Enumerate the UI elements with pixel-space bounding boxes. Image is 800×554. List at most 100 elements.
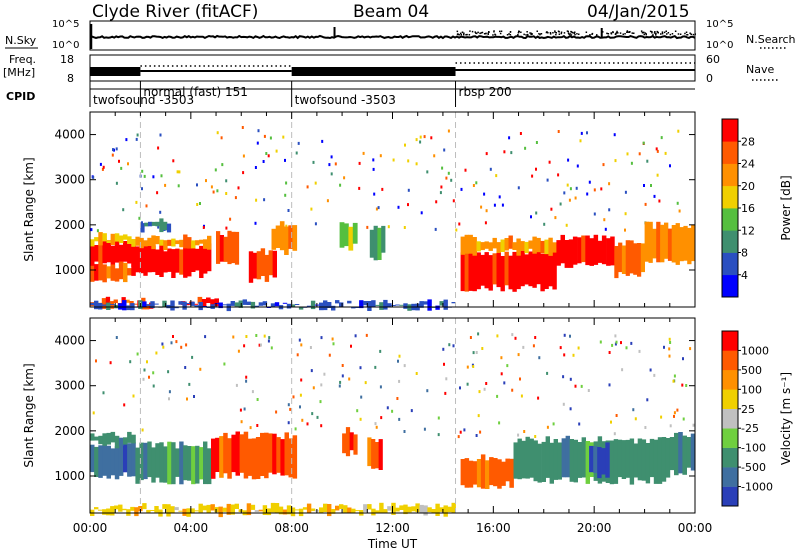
data-cell xyxy=(243,431,249,479)
scatter-cell xyxy=(362,151,365,155)
data-cell xyxy=(618,242,623,273)
scatter-cell xyxy=(172,159,175,163)
data-cell xyxy=(431,509,436,514)
data-cell xyxy=(660,224,665,263)
scatter-cell xyxy=(159,210,162,214)
scatter-cell xyxy=(530,215,532,219)
scatter-cell xyxy=(580,384,583,388)
scatter-cell xyxy=(251,390,254,394)
scatter-cell xyxy=(152,384,155,388)
scatter-cell xyxy=(685,384,688,387)
data-cell xyxy=(167,239,172,246)
scatter-cell xyxy=(176,170,179,174)
data-cell xyxy=(552,248,557,290)
data-cell xyxy=(174,307,179,309)
data-cell xyxy=(568,239,574,268)
data-cell xyxy=(593,446,598,473)
scatter-cell xyxy=(148,375,150,379)
scatter-cell xyxy=(498,421,501,425)
data-cell xyxy=(113,299,118,303)
scatter-cell xyxy=(282,135,285,139)
data-cell xyxy=(110,506,115,516)
scatter-cell xyxy=(444,391,447,395)
data-cell xyxy=(675,223,680,265)
data-cell xyxy=(286,505,292,515)
scatter-cell xyxy=(495,174,498,178)
data-cell xyxy=(493,458,498,487)
scatter-cell xyxy=(608,182,611,186)
data-cell xyxy=(162,300,167,308)
scatter-cell xyxy=(296,353,299,357)
scatter-cell xyxy=(443,362,445,366)
data-cell xyxy=(540,240,545,254)
data-cell xyxy=(134,507,139,517)
data-cell xyxy=(94,264,99,281)
scatter-cell xyxy=(469,336,472,339)
scatter-cell xyxy=(202,226,205,229)
scatter-cell xyxy=(566,183,569,187)
data-cell xyxy=(186,303,191,305)
scatter-cell xyxy=(692,423,695,427)
scatter-cell xyxy=(611,343,614,347)
scatter-cell xyxy=(267,339,270,343)
data-cell xyxy=(106,432,111,445)
data-cell xyxy=(94,507,99,510)
scatter-cell xyxy=(620,341,622,345)
scatter-cell xyxy=(141,428,144,432)
scatter-cell xyxy=(339,183,342,187)
data-cell xyxy=(541,441,546,482)
scatter-cell xyxy=(270,346,273,350)
data-cell xyxy=(94,436,99,441)
scatter-cell xyxy=(92,411,95,415)
colorbar-swatch xyxy=(722,119,738,142)
data-cell xyxy=(133,303,138,305)
data-cell xyxy=(123,262,128,283)
data-cell xyxy=(484,252,489,289)
scatter-cell xyxy=(437,433,440,437)
data-cell xyxy=(114,233,120,242)
scatter-cell xyxy=(485,209,488,213)
scatter-cell xyxy=(199,367,202,371)
scatter-cell xyxy=(668,337,671,341)
scatter-cell xyxy=(472,351,475,355)
scatter-cell xyxy=(689,347,692,351)
data-cell xyxy=(198,503,203,513)
data-cell xyxy=(585,441,590,484)
data-cell xyxy=(349,432,354,451)
scatter-cell xyxy=(447,171,450,175)
data-cell xyxy=(691,224,696,262)
nave-label: Nave xyxy=(746,63,774,76)
data-cell xyxy=(250,504,256,510)
scatter-cell xyxy=(668,354,671,358)
data-cell xyxy=(187,446,192,481)
scatter-cell xyxy=(135,137,138,141)
scatter-cell xyxy=(517,433,520,437)
scatter-cell xyxy=(614,342,617,346)
scatter-cell xyxy=(423,427,426,431)
data-cell xyxy=(114,435,120,449)
nsearch-tick-bottom: 10^0 xyxy=(706,40,733,51)
scatter-cell xyxy=(360,395,363,399)
scatter-cell xyxy=(552,422,555,426)
data-cell xyxy=(629,240,634,274)
scatter-cell xyxy=(167,370,170,374)
data-cell xyxy=(155,249,160,275)
scatter-cell xyxy=(212,190,215,194)
scatter-cell xyxy=(115,147,118,151)
data-cell xyxy=(492,237,497,249)
scatter-cell xyxy=(478,390,481,394)
data-cell xyxy=(151,235,156,250)
scatter-cell xyxy=(445,176,448,180)
scatter-cell xyxy=(538,356,541,360)
data-cell xyxy=(230,301,235,306)
data-cell xyxy=(553,439,558,480)
y-tick-label: 4000 xyxy=(54,128,85,142)
data-cell xyxy=(347,507,352,513)
data-cell xyxy=(175,240,180,245)
data-cell xyxy=(585,235,590,266)
cpid-segment-label: normal (fast) 151 xyxy=(143,85,247,99)
data-cell xyxy=(641,439,647,481)
data-cell xyxy=(468,460,474,488)
scatter-cell xyxy=(498,195,501,199)
data-cell xyxy=(159,218,164,233)
